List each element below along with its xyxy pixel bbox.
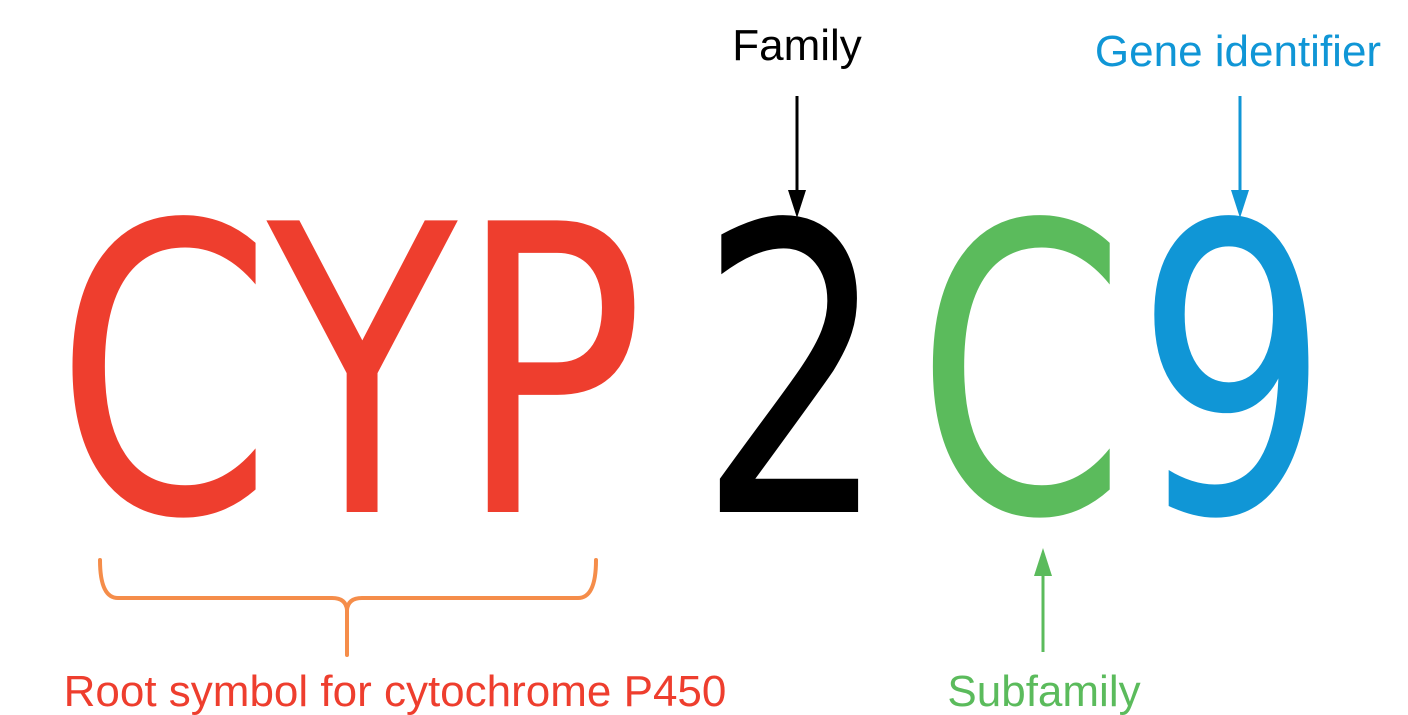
- gene-identifier-arrow: [1231, 96, 1249, 218]
- family-label: Family: [732, 21, 862, 70]
- gene-identifier-number-text: 9: [1135, 142, 1330, 607]
- root-symbol-label: Root symbol for cytochrome P450: [64, 667, 727, 715]
- family-arrow: [788, 96, 806, 218]
- subfamily-letter-text: C: [916, 142, 1126, 607]
- root-bracket: [98, 558, 598, 657]
- root-symbol-text: CYP: [55, 142, 645, 607]
- family-number-text: 2: [698, 142, 888, 607]
- subfamily-arrow: [1034, 548, 1052, 652]
- gene-identifier-label: Gene identifier: [1095, 27, 1381, 76]
- subfamily-label: Subfamily: [947, 667, 1140, 715]
